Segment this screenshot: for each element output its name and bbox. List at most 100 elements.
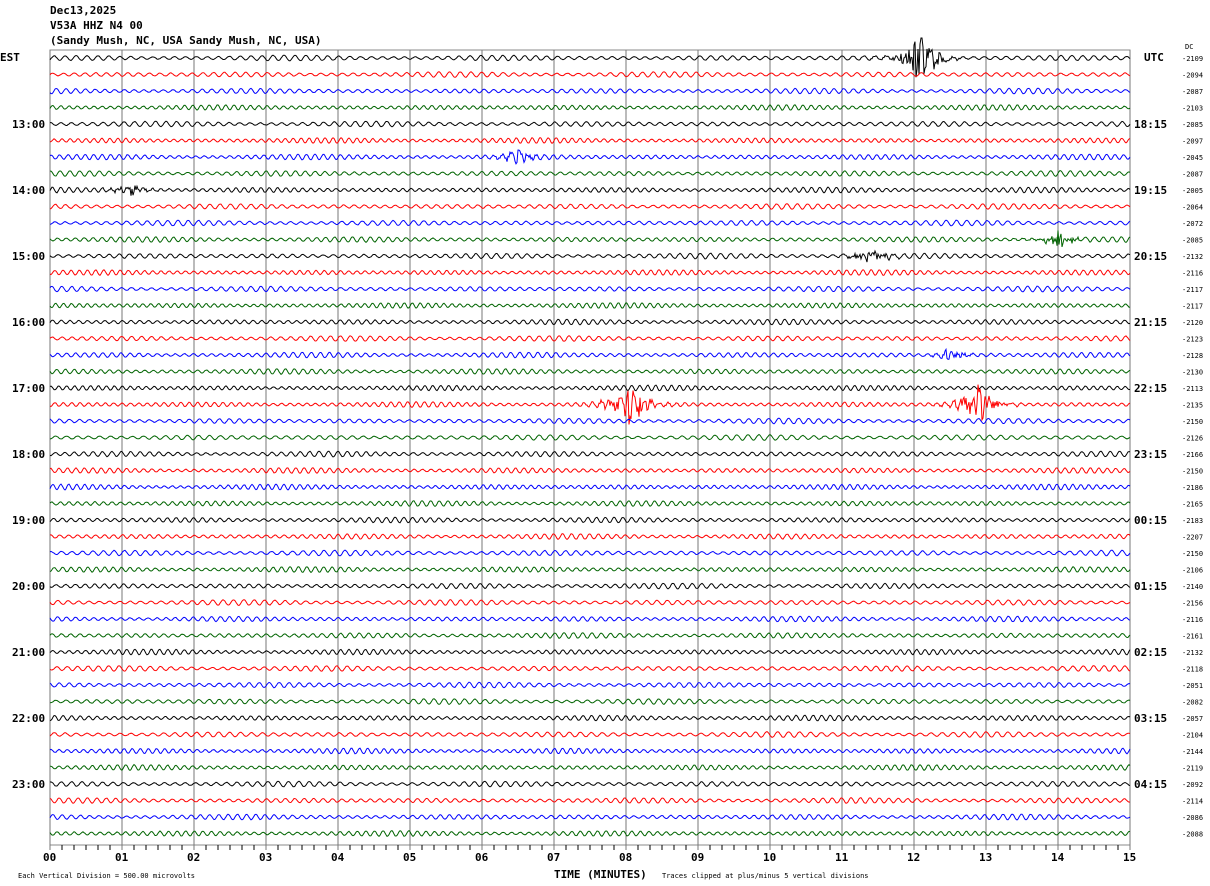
dc-offset-label: -2051 xyxy=(1182,682,1203,690)
plot-frame xyxy=(49,49,1131,846)
x-tick-label: 10 xyxy=(763,851,776,864)
dc-offset-label: -2087 xyxy=(1182,171,1203,179)
seismic-trace xyxy=(49,533,1131,541)
dc-offset-label: -2144 xyxy=(1182,748,1203,756)
dc-offset-label: -2130 xyxy=(1182,369,1203,377)
seismic-trace xyxy=(49,120,1131,128)
date-label: Dec13,2025 xyxy=(50,4,117,17)
seismic-trace xyxy=(49,103,1131,111)
dc-offset-label: -2094 xyxy=(1182,72,1203,80)
dc-offset-label: -2132 xyxy=(1182,253,1203,261)
est-hour-label: 21:00 xyxy=(12,646,45,659)
seismic-trace xyxy=(49,516,1131,524)
seismic-trace xyxy=(49,347,1131,360)
seismic-trace xyxy=(49,302,1131,309)
seismic-trace xyxy=(49,582,1131,590)
dc-offset-label: -2085 xyxy=(1182,121,1203,129)
dc-header: DC xyxy=(1185,43,1193,51)
dc-offset-label: -2072 xyxy=(1182,220,1203,228)
dc-offset-label: -2183 xyxy=(1182,517,1203,525)
left-timezone: EST xyxy=(0,51,20,64)
seismic-trace xyxy=(49,467,1131,474)
seismic-trace xyxy=(49,566,1131,574)
x-tick-label: 09 xyxy=(691,851,704,864)
utc-hour-label: 04:15 xyxy=(1134,778,1167,791)
dc-offset-label: -2126 xyxy=(1182,435,1203,443)
dc-offset-label: -2045 xyxy=(1182,154,1203,162)
seismic-trace xyxy=(49,665,1131,672)
utc-hour-label: 01:15 xyxy=(1134,580,1167,593)
dc-offset-label: -2128 xyxy=(1182,352,1203,360)
seismic-trace xyxy=(49,698,1131,706)
x-tick-label: 06 xyxy=(475,851,489,864)
utc-hour-label: 20:15 xyxy=(1134,250,1167,263)
dc-offset-label: -2109 xyxy=(1182,55,1203,63)
seismic-trace xyxy=(49,813,1131,821)
x-tick-label: 07 xyxy=(547,851,560,864)
dc-offset-label: -2150 xyxy=(1182,468,1203,476)
est-hour-label: 22:00 xyxy=(12,712,45,725)
seismic-trace xyxy=(49,384,1131,392)
seismic-trace xyxy=(49,184,1131,196)
dc-offset-label: -2064 xyxy=(1182,204,1203,212)
dc-offset-label: -2117 xyxy=(1182,303,1203,311)
utc-hour-label: 03:15 xyxy=(1134,712,1167,725)
x-tick-label: 11 xyxy=(835,851,849,864)
dc-offset-label: -2156 xyxy=(1182,600,1203,608)
dc-offset-label: -2106 xyxy=(1182,567,1203,575)
x-tick-label: 00 xyxy=(43,851,56,864)
dc-offset-label: -2087 xyxy=(1182,88,1203,96)
seismic-trace xyxy=(49,763,1131,772)
dc-offset-label: -2104 xyxy=(1182,732,1203,740)
x-axis-title: TIME (MINUTES) xyxy=(554,868,647,881)
dc-offset-label: -2150 xyxy=(1182,418,1203,426)
seismic-trace xyxy=(49,268,1131,276)
est-hour-label: 14:00 xyxy=(12,184,45,197)
seismic-trace xyxy=(49,615,1131,623)
utc-hour-label: 23:15 xyxy=(1134,448,1167,461)
seismic-trace xyxy=(49,829,1131,837)
est-hour-label: 20:00 xyxy=(12,580,45,593)
seismic-trace xyxy=(49,368,1131,375)
dc-offset-label: -2123 xyxy=(1182,336,1203,344)
dc-offset-label: -2103 xyxy=(1182,105,1203,113)
seismic-trace xyxy=(49,37,1131,78)
x-tick-label: 02 xyxy=(187,851,200,864)
seismic-trace xyxy=(49,681,1131,689)
x-tick-label: 15 xyxy=(1123,851,1136,864)
dc-offset-label: -2088 xyxy=(1182,831,1203,839)
dc-offset-label: -2161 xyxy=(1182,633,1203,641)
utc-hour-label: 19:15 xyxy=(1134,184,1167,197)
seismic-trace xyxy=(49,71,1131,78)
dc-offset-label: -2150 xyxy=(1182,550,1203,558)
seismic-trace xyxy=(49,417,1131,425)
seismic-trace xyxy=(49,318,1131,326)
utc-hour-label: 21:15 xyxy=(1134,316,1167,329)
seismic-trace xyxy=(49,384,1131,425)
x-tick-label: 03 xyxy=(259,851,272,864)
x-tick-label: 13 xyxy=(979,851,992,864)
dc-offset-label: -2135 xyxy=(1182,402,1203,410)
seismic-trace xyxy=(49,203,1131,210)
est-hour-label: 13:00 xyxy=(12,118,45,131)
dc-offset-label: -2119 xyxy=(1182,765,1203,773)
dc-offset-label: -2092 xyxy=(1182,781,1203,789)
est-hour-label: 23:00 xyxy=(12,778,45,791)
dc-offset-label: -2057 xyxy=(1182,715,1203,723)
dc-offset-label: -2132 xyxy=(1182,649,1203,657)
dc-offset-label: -2113 xyxy=(1182,385,1203,393)
seismic-trace xyxy=(49,599,1131,606)
seismic-trace xyxy=(49,632,1131,639)
seismic-trace xyxy=(50,170,1131,177)
x-tick-label: 05 xyxy=(403,851,416,864)
seismic-trace xyxy=(49,648,1131,656)
dc-offset-label: -2005 xyxy=(1182,187,1203,195)
utc-hour-label: 00:15 xyxy=(1134,514,1167,527)
x-tick-label: 08 xyxy=(619,851,632,864)
dc-offset-label: -2118 xyxy=(1182,666,1203,674)
est-hour-label: 17:00 xyxy=(12,382,45,395)
utc-hour-label: 22:15 xyxy=(1134,382,1167,395)
dc-offset-label: -2165 xyxy=(1182,501,1203,509)
seismic-trace xyxy=(49,483,1131,491)
